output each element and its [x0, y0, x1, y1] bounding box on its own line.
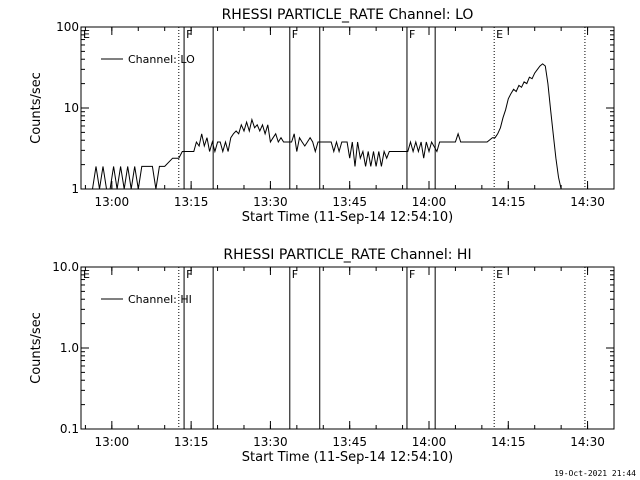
lo-y-tick-label: 1: [71, 182, 79, 196]
lo-y-tick-label: 100: [56, 20, 79, 34]
hi-y-tick-label: 1.0: [60, 341, 79, 355]
lo-x-tick-label: 13:30: [253, 195, 288, 209]
hi-marker-label: F: [409, 268, 415, 281]
hi-x-tick-label: 13:45: [332, 435, 367, 449]
hi-legend-label: Channel: HI: [128, 293, 192, 306]
hi-x-tick-label: 13:00: [95, 435, 130, 449]
lo-x-axis-label: Start Time (11-Sep-14 12:54:10): [242, 210, 453, 225]
lo-chart-title: RHESSI PARTICLE_RATE Channel: LO: [222, 7, 474, 23]
lo-marker-label: F: [292, 28, 298, 41]
lo-x-tick-label: 13:45: [332, 195, 367, 209]
hi-x-tick-label: 14:15: [491, 435, 526, 449]
hi-y-tick-label: 10.0: [52, 260, 79, 274]
hi-marker-label: E: [83, 268, 90, 281]
hi-x-tick-label: 13:15: [174, 435, 209, 449]
lo-y-axis-label: Counts/sec: [29, 72, 44, 144]
lo-marker-label: E: [83, 28, 90, 41]
lo-marker-label: F: [409, 28, 415, 41]
hi-marker-label: F: [292, 268, 298, 281]
lo-legend-label: Channel: LO: [128, 53, 195, 66]
lo-x-tick-label: 14:15: [491, 195, 526, 209]
hi-x-axis-label: Start Time (11-Sep-14 12:54:10): [242, 450, 453, 465]
footer-timestamp: 19-Oct-2021 21:44: [554, 469, 636, 478]
lo-marker-label: F: [186, 28, 192, 41]
lo-x-tick-label: 13:00: [95, 195, 130, 209]
hi-y-axis-label: Counts/sec: [29, 312, 44, 384]
lo-plot-frame: [80, 26, 615, 190]
hi-x-tick-label: 13:30: [253, 435, 288, 449]
hi-marker-label: E: [496, 268, 503, 281]
hi-chart-title: RHESSI PARTICLE_RATE Channel: HI: [223, 247, 471, 263]
hi-x-tick-label: 14:30: [570, 435, 605, 449]
hi-marker-label: F: [186, 268, 192, 281]
lo-series-line: [92, 63, 572, 190]
hi-y-tick-label: 0.1: [60, 422, 79, 436]
lo-marker-label: E: [496, 28, 503, 41]
hi-plot-frame: [80, 266, 615, 430]
hi-x-tick-label: 14:00: [412, 435, 447, 449]
lo-x-tick-label: 14:00: [412, 195, 447, 209]
lo-x-tick-label: 13:15: [174, 195, 209, 209]
lo-y-tick-label: 10: [64, 101, 79, 115]
lo-x-tick-label: 14:30: [570, 195, 605, 209]
